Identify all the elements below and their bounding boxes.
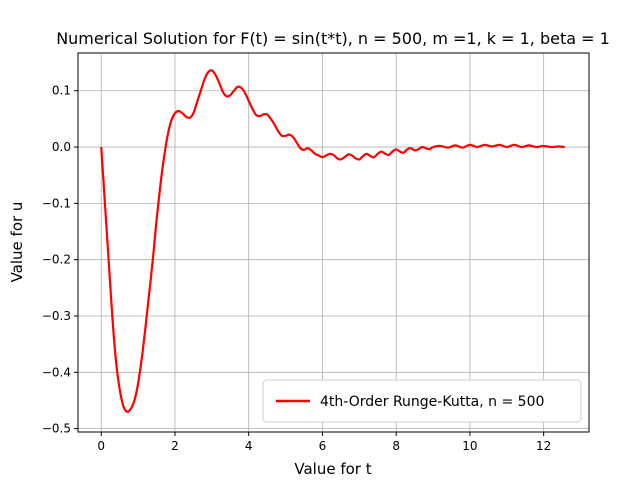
- series-line: [100, 69, 565, 413]
- plot-frame: [77, 52, 590, 433]
- legend-box: [262, 379, 582, 423]
- x-axis-label: Value for t: [294, 460, 371, 478]
- y-tick-label: −0.4: [42, 365, 71, 379]
- y-axis-label: Value for u: [8, 202, 26, 283]
- y-axis-ticks: −0.5 −0.4 −0.3 −0.2 −0.1 0.0 0.1: [42, 84, 78, 436]
- x-tick-label: 4: [245, 439, 253, 453]
- x-tick-label: 12: [536, 439, 551, 453]
- x-tick-label: 6: [319, 439, 327, 453]
- x-axis-ticks: 0 2 4 6 8 10 12: [97, 432, 551, 453]
- y-tick-label: 0.0: [52, 140, 71, 154]
- x-tick-label: 2: [171, 439, 179, 453]
- chart-title: Numerical Solution for F(t) = sin(t*t), …: [56, 29, 610, 48]
- y-tick-label: −0.5: [42, 422, 71, 436]
- x-tick-label: 8: [392, 439, 400, 453]
- y-tick-label: 0.1: [52, 84, 71, 98]
- legend: 4th-Order Runge-Kutta, n = 500: [262, 379, 582, 423]
- y-tick-label: −0.3: [42, 309, 71, 323]
- y-tick-label: −0.2: [42, 253, 71, 267]
- legend-label: 4th-Order Runge-Kutta, n = 500: [320, 394, 544, 410]
- x-tick-label: 10: [462, 439, 477, 453]
- y-tick-label: −0.1: [42, 196, 71, 210]
- x-tick-label: 0: [97, 439, 105, 453]
- plot-lines: [100, 69, 565, 413]
